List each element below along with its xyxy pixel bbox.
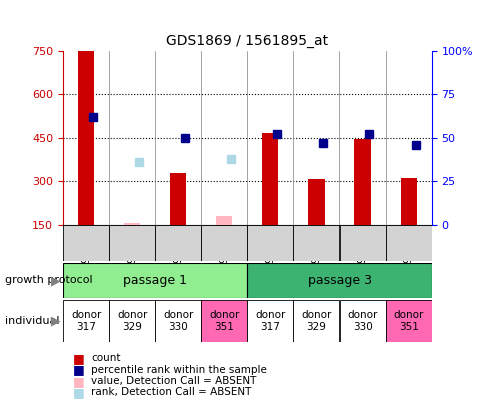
Bar	[339, 300, 385, 342]
Text: donor
351: donor 351	[393, 310, 423, 332]
Bar	[247, 225, 293, 261]
Bar	[385, 300, 431, 342]
Bar	[293, 300, 339, 342]
Bar	[354, 139, 370, 225]
Bar	[170, 173, 186, 225]
Text: percentile rank within the sample: percentile rank within the sample	[91, 365, 267, 375]
Bar	[155, 225, 201, 261]
Bar	[339, 225, 385, 261]
Bar	[262, 133, 278, 225]
Text: donor
317: donor 317	[255, 310, 285, 332]
Text: growth protocol: growth protocol	[5, 275, 92, 286]
Bar	[247, 263, 431, 298]
Text: donor
330: donor 330	[163, 310, 193, 332]
Bar	[109, 300, 155, 342]
Bar	[247, 300, 293, 342]
Bar	[308, 179, 324, 225]
Bar	[293, 225, 339, 261]
Text: ▶: ▶	[51, 274, 60, 287]
Bar	[124, 223, 140, 225]
Text: donor
329: donor 329	[117, 310, 147, 332]
Text: donor
330: donor 330	[347, 310, 377, 332]
Bar	[201, 225, 247, 261]
Text: individual: individual	[5, 316, 59, 326]
Bar	[155, 300, 201, 342]
Text: ■: ■	[73, 363, 84, 376]
Bar	[201, 300, 247, 342]
Text: rank, Detection Call = ABSENT: rank, Detection Call = ABSENT	[91, 388, 251, 397]
Text: ▶: ▶	[51, 314, 60, 328]
Title: GDS1869 / 1561895_at: GDS1869 / 1561895_at	[166, 34, 328, 48]
Text: passage 1: passage 1	[123, 274, 187, 287]
Bar	[63, 225, 109, 261]
Bar	[63, 300, 109, 342]
Text: donor
317: donor 317	[71, 310, 101, 332]
Text: ■: ■	[73, 375, 84, 388]
Bar	[109, 225, 155, 261]
Text: count: count	[91, 354, 121, 363]
Text: ■: ■	[73, 352, 84, 365]
Bar	[400, 178, 416, 225]
Bar	[385, 225, 431, 261]
Bar	[78, 51, 94, 225]
Text: donor
351: donor 351	[209, 310, 239, 332]
Bar	[63, 263, 247, 298]
Text: value, Detection Call = ABSENT: value, Detection Call = ABSENT	[91, 376, 256, 386]
Text: ■: ■	[73, 386, 84, 399]
Text: donor
329: donor 329	[301, 310, 331, 332]
Bar	[216, 216, 232, 225]
Text: passage 3: passage 3	[307, 274, 371, 287]
